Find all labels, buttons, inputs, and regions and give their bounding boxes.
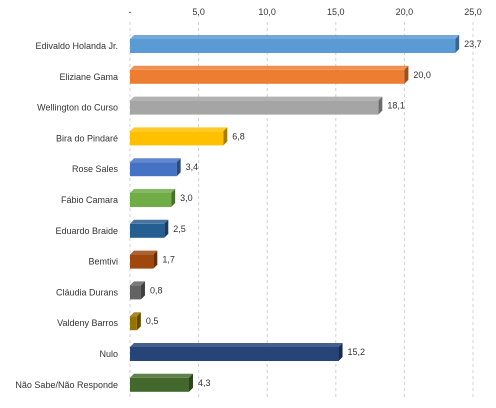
value-labels: 23,7 20,0 18,1 6,8 3,4 3,0 2,5 1,7 0,8 0,5 15,2 4,3 xyxy=(146,39,482,388)
value-label: 1,7 xyxy=(162,255,175,265)
bar-front-face xyxy=(130,254,154,269)
bar-side-face xyxy=(153,250,158,269)
bar-top-face xyxy=(130,189,176,193)
bar-side-face xyxy=(140,281,145,300)
x-tick-label: 10,0 xyxy=(258,7,276,17)
bar-side-face xyxy=(338,343,343,361)
bar xyxy=(130,96,383,115)
bar xyxy=(130,189,176,207)
value-label: 0,8 xyxy=(150,285,163,295)
value-label: 3,4 xyxy=(186,162,199,172)
category-label: Bemtivi xyxy=(88,257,118,267)
bar-top-face xyxy=(130,343,343,347)
category-label: Fábio Camara xyxy=(61,195,118,205)
bar-top-face xyxy=(130,312,141,317)
bar-side-face xyxy=(223,127,228,146)
bar-side-face xyxy=(176,158,181,177)
bar-front-face xyxy=(130,193,172,207)
category-label: Bira do Pindaré xyxy=(56,133,118,143)
bar xyxy=(130,158,181,177)
value-label: 15,2 xyxy=(348,347,366,357)
value-label: 23,7 xyxy=(464,39,482,49)
bar-top-face xyxy=(130,373,193,378)
bar xyxy=(130,281,145,300)
value-label: 18,1 xyxy=(387,101,405,111)
x-axis-ticks: - 5,0 10,0 15,0 20,0 25,0 xyxy=(129,7,482,17)
bar xyxy=(130,65,409,84)
grid-lines xyxy=(129,22,474,400)
bar-front-face xyxy=(130,377,189,392)
bar-top-face xyxy=(130,158,181,163)
category-label: Eliziane Gama xyxy=(59,72,118,82)
category-label: Nulo xyxy=(99,349,118,359)
category-label: Cláudia Durans xyxy=(56,287,119,297)
bar-side-face xyxy=(455,35,460,53)
value-label: 6,8 xyxy=(232,131,245,141)
bar-front-face xyxy=(130,69,405,84)
bar-top-face xyxy=(130,35,460,39)
category-labels: Edivaldo Holanda Jr. Eliziane Gama Welling… xyxy=(15,41,118,390)
bar-front-face xyxy=(130,100,379,115)
x-tick-label: 15,0 xyxy=(327,7,345,17)
bar-top-face xyxy=(130,127,228,132)
bar-top-face xyxy=(130,281,145,286)
value-label: 0,5 xyxy=(146,316,159,326)
value-label: 3,0 xyxy=(180,193,193,203)
bar-front-face xyxy=(130,285,141,300)
category-label: Wellington do Curso xyxy=(37,103,118,113)
x-tick-label: 25,0 xyxy=(464,7,482,17)
bar-top-face xyxy=(130,96,383,101)
category-label: Valdeny Barros xyxy=(57,318,118,328)
bar-front-face xyxy=(130,162,177,177)
bar-front-face xyxy=(130,131,224,146)
bar-front-face xyxy=(130,223,165,238)
bar-side-face xyxy=(164,219,169,238)
bar-top-face xyxy=(130,250,158,255)
bar xyxy=(130,219,169,238)
x-tick-label: 5,0 xyxy=(192,7,205,17)
bar xyxy=(130,343,343,361)
category-label: Edivaldo Holanda Jr. xyxy=(35,41,118,51)
bar xyxy=(130,35,460,53)
bar-top-face xyxy=(130,219,169,224)
category-label: Eduardo Braide xyxy=(55,226,118,236)
bar-side-face xyxy=(136,312,141,331)
value-label: 4,3 xyxy=(198,378,211,388)
value-label: 2,5 xyxy=(173,224,186,234)
bar xyxy=(130,312,141,331)
category-label: Rose Sales xyxy=(72,164,119,174)
bar-front-face xyxy=(130,39,456,53)
bar-top-face xyxy=(130,65,409,70)
bar xyxy=(130,373,193,392)
value-label: 20,0 xyxy=(413,70,431,80)
x-tick-label: - xyxy=(129,7,132,17)
bars xyxy=(130,35,460,392)
bar-front-face xyxy=(130,347,339,361)
bar-side-face xyxy=(378,96,383,115)
bar xyxy=(130,127,228,146)
bar xyxy=(130,250,158,269)
bar-front-face xyxy=(130,316,137,331)
bar-side-face xyxy=(171,189,176,207)
category-label: Não Sabe/Não Responde xyxy=(15,380,118,390)
bar-side-face xyxy=(404,65,409,84)
x-tick-label: 20,0 xyxy=(396,7,414,17)
bar-side-face xyxy=(188,373,193,392)
